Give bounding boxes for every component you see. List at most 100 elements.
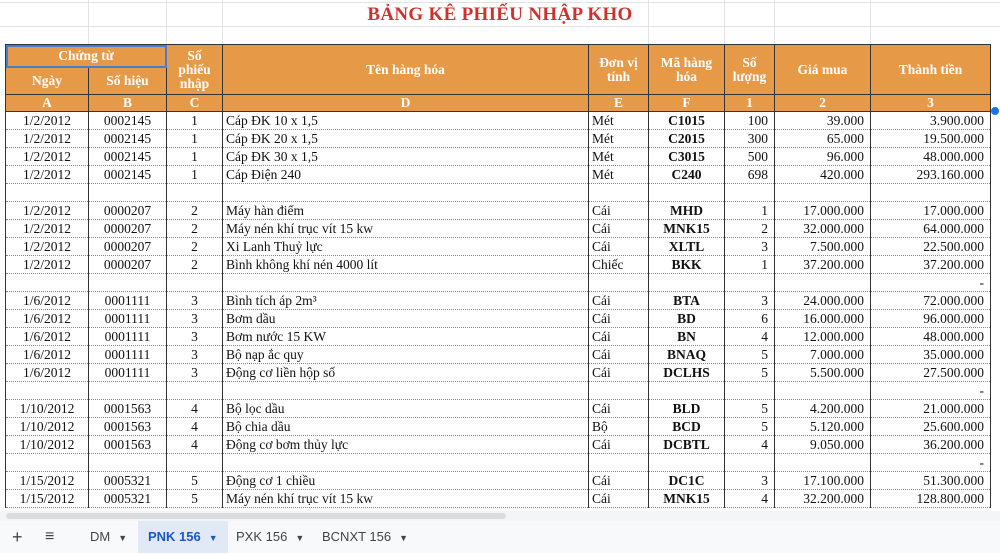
- cell-so-hieu[interactable]: 0001111: [88, 363, 167, 382]
- cell-ngay[interactable]: [5, 183, 89, 202]
- cell-don-vi[interactable]: Cái: [588, 435, 649, 454]
- cell-gia-mua[interactable]: 420.000: [774, 165, 871, 184]
- cell-so-luong[interactable]: 100: [724, 111, 775, 130]
- cell-ten-hang[interactable]: Cáp ĐK 30 x 1,5: [222, 147, 589, 166]
- cell-ma-hang[interactable]: BNAQ: [648, 345, 725, 364]
- cell-so-luong[interactable]: 5: [724, 399, 775, 418]
- cell-so-phieu[interactable]: 3: [166, 309, 223, 328]
- cell-so-luong[interactable]: [724, 273, 775, 292]
- cell-ma-hang[interactable]: BD: [648, 309, 725, 328]
- cell-so-phieu[interactable]: 3: [166, 345, 223, 364]
- cell-gia-mua[interactable]: 9.050.000: [774, 435, 871, 454]
- cell-gia-mua[interactable]: 5.120.000: [774, 417, 871, 436]
- header-ten-hang-hoa[interactable]: Tên hàng hóa: [222, 44, 589, 95]
- cell-ngay[interactable]: 1/2/2012: [5, 219, 89, 238]
- cell-gia-mua[interactable]: 24.000.000: [774, 291, 871, 310]
- cell-don-vi[interactable]: Chiếc: [588, 255, 649, 274]
- cell-thanh-tien[interactable]: -: [870, 381, 991, 400]
- cell-ngay[interactable]: 1/2/2012: [5, 147, 89, 166]
- cell-don-vi[interactable]: Cái: [588, 291, 649, 310]
- cell-ngay[interactable]: 1/6/2012: [5, 363, 89, 382]
- header-so-luong[interactable]: Số lượng: [724, 44, 775, 95]
- cell-don-vi[interactable]: Cái: [588, 219, 649, 238]
- cell-so-luong[interactable]: 1: [724, 255, 775, 274]
- cell-ma-hang[interactable]: [648, 183, 725, 202]
- cell-so-hieu[interactable]: [88, 273, 167, 292]
- cell-gia-mua[interactable]: 12.000.000: [774, 327, 871, 346]
- cell-ma-hang[interactable]: C3015: [648, 147, 725, 166]
- header-ngay[interactable]: Ngày: [5, 67, 89, 95]
- cell-so-luong[interactable]: 6: [724, 309, 775, 328]
- cell-gia-mua[interactable]: 17.000.000: [774, 201, 871, 220]
- cell-don-vi[interactable]: Mét: [588, 165, 649, 184]
- cell-so-phieu[interactable]: 1: [166, 111, 223, 130]
- cell-so-hieu[interactable]: 0000207: [88, 201, 167, 220]
- cell-ma-hang[interactable]: BLD: [648, 399, 725, 418]
- cell-so-phieu[interactable]: [166, 453, 223, 472]
- cell-thanh-tien[interactable]: 27.500.000: [870, 363, 991, 382]
- cell-so-luong[interactable]: 5: [724, 345, 775, 364]
- cell-so-luong[interactable]: [724, 381, 775, 400]
- cell-gia-mua[interactable]: 65.000: [774, 129, 871, 148]
- cell-ten-hang[interactable]: Xi Lanh Thuỷ lực: [222, 237, 589, 256]
- cell-don-vi[interactable]: Mét: [588, 111, 649, 130]
- cell-so-hieu[interactable]: 0002145: [88, 147, 167, 166]
- cell-so-phieu[interactable]: 1: [166, 147, 223, 166]
- cell-ma-hang[interactable]: C240: [648, 165, 725, 184]
- cell-ten-hang[interactable]: Cáp Điện 240: [222, 165, 589, 184]
- cell-so-luong[interactable]: 5: [724, 363, 775, 382]
- cell-ten-hang[interactable]: Bộ lọc dầu: [222, 399, 589, 418]
- cell-ma-hang[interactable]: MNK15: [648, 219, 725, 238]
- cell-so-luong[interactable]: 4: [724, 489, 775, 508]
- header-so-hieu[interactable]: Số hiệu: [88, 67, 167, 95]
- cell-so-phieu[interactable]: 3: [166, 327, 223, 346]
- cell-so-phieu[interactable]: 2: [166, 219, 223, 238]
- cell-gia-mua[interactable]: 32.200.000: [774, 489, 871, 508]
- cell-ma-hang[interactable]: MHD: [648, 201, 725, 220]
- cell-ngay[interactable]: 1/2/2012: [5, 165, 89, 184]
- cell-so-phieu[interactable]: 4: [166, 399, 223, 418]
- cell-so-hieu[interactable]: 0001111: [88, 309, 167, 328]
- cell-so-luong[interactable]: [724, 453, 775, 472]
- cell-so-luong[interactable]: 4: [724, 327, 775, 346]
- cell-thanh-tien[interactable]: -: [870, 273, 991, 292]
- cell-ten-hang[interactable]: Cáp ĐK 10 x 1,5: [222, 111, 589, 130]
- cell-don-vi[interactable]: [588, 183, 649, 202]
- cell-don-vi[interactable]: Mét: [588, 129, 649, 148]
- cell-ma-hang[interactable]: [648, 273, 725, 292]
- cell-ma-hang[interactable]: DCBTL: [648, 435, 725, 454]
- cell-so-hieu[interactable]: 0005321: [88, 471, 167, 490]
- cell-ngay[interactable]: 1/6/2012: [5, 291, 89, 310]
- cell-don-vi[interactable]: Cái: [588, 471, 649, 490]
- cell-ngay[interactable]: 1/2/2012: [5, 255, 89, 274]
- cell-gia-mua[interactable]: 39.000: [774, 111, 871, 130]
- cell-so-phieu[interactable]: [166, 273, 223, 292]
- cell-ma-hang[interactable]: [648, 381, 725, 400]
- cell-gia-mua[interactable]: 17.100.000: [774, 471, 871, 490]
- cell-don-vi[interactable]: Mét: [588, 147, 649, 166]
- cell-so-hieu[interactable]: [88, 453, 167, 472]
- cell-gia-mua[interactable]: [774, 273, 871, 292]
- cell-so-hieu[interactable]: 0001111: [88, 345, 167, 364]
- cell-ngay[interactable]: 1/6/2012: [5, 345, 89, 364]
- cell-ten-hang[interactable]: Bộ chia dầu: [222, 417, 589, 436]
- cell-ngay[interactable]: 1/2/2012: [5, 201, 89, 220]
- cell-thanh-tien[interactable]: 128.800.000: [870, 489, 991, 508]
- cell-ma-hang[interactable]: [648, 453, 725, 472]
- cell-ten-hang[interactable]: [222, 381, 589, 400]
- cell-gia-mua[interactable]: 16.000.000: [774, 309, 871, 328]
- header-don-vi-tinh[interactable]: Đơn vị tính: [588, 44, 649, 95]
- cell-so-luong[interactable]: 3: [724, 237, 775, 256]
- cell-so-hieu[interactable]: 0000207: [88, 237, 167, 256]
- cell-ten-hang[interactable]: Máy hàn điểm: [222, 201, 589, 220]
- cell-ten-hang[interactable]: Động cơ bơm thủy lực: [222, 435, 589, 454]
- cell-so-hieu[interactable]: [88, 381, 167, 400]
- cell-ten-hang[interactable]: Cáp ĐK 20 x 1,5: [222, 129, 589, 148]
- caret-down-icon[interactable]: ▼: [118, 533, 128, 543]
- cell-so-hieu[interactable]: 0000207: [88, 255, 167, 274]
- cell-ngay[interactable]: 1/2/2012: [5, 111, 89, 130]
- cell-ma-hang[interactable]: BKK: [648, 255, 725, 274]
- cell-thanh-tien[interactable]: 96.000.000: [870, 309, 991, 328]
- caret-down-icon[interactable]: ▼: [399, 533, 409, 543]
- cell-so-hieu[interactable]: 0001111: [88, 291, 167, 310]
